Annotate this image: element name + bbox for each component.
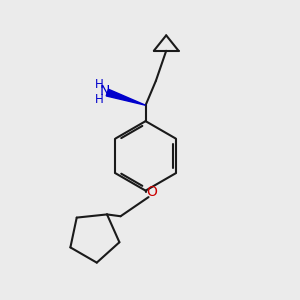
Text: H: H xyxy=(95,93,103,106)
Polygon shape xyxy=(106,89,146,105)
Text: N: N xyxy=(99,84,110,98)
Text: O: O xyxy=(147,185,158,200)
Text: H: H xyxy=(95,78,103,91)
